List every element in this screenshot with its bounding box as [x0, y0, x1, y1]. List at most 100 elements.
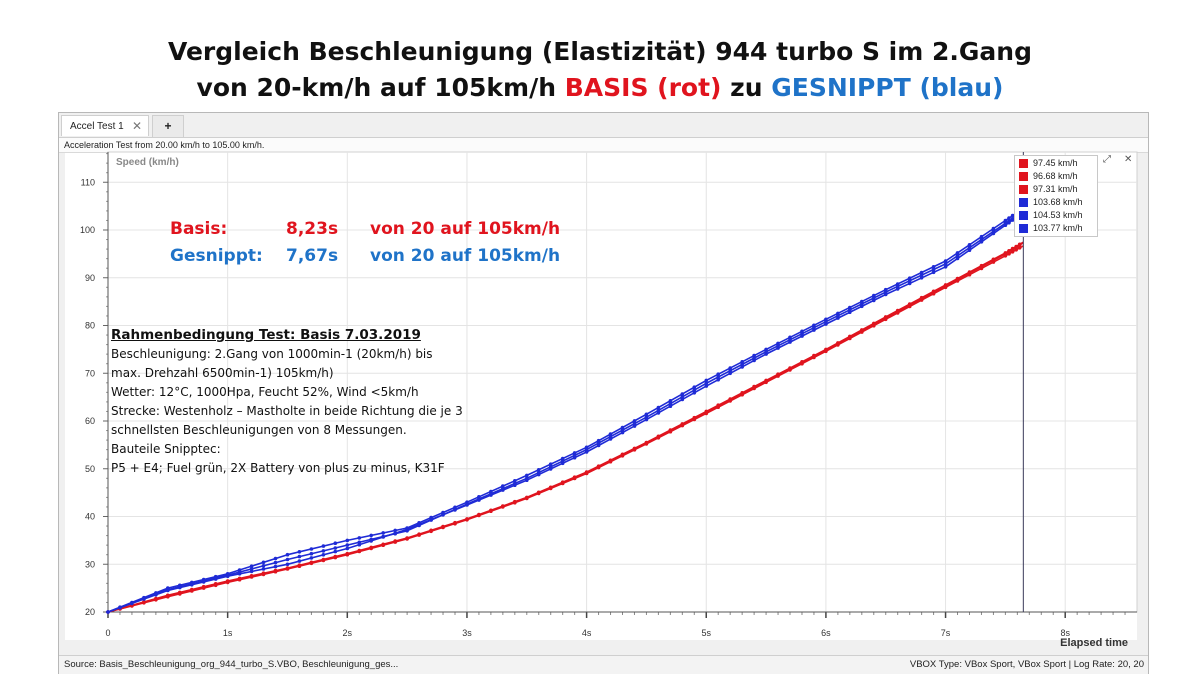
basis-label: Basis:: [170, 219, 228, 239]
legend-label: 97.45 km/h: [1033, 158, 1078, 168]
series-point: [166, 587, 170, 592]
condition-line: P5 + E4; Fuel grün, 2X Battery von plus …: [111, 461, 445, 475]
gesnippt-range: von 20 auf 105km/h: [370, 246, 561, 266]
tab-accel-test-1[interactable]: Accel Test 1 ✕: [61, 115, 149, 136]
series-point: [907, 281, 912, 286]
series-point: [130, 601, 134, 605]
series-point: [656, 408, 661, 413]
series-point: [824, 348, 828, 353]
series-point: [895, 284, 900, 289]
legend-item[interactable]: 96.68 km/h: [1015, 170, 1097, 183]
legend-item[interactable]: 104.53 km/h: [1015, 209, 1097, 222]
close-icon[interactable]: ✕: [131, 119, 142, 133]
legend-item[interactable]: 97.45 km/h: [1015, 157, 1097, 170]
series-point: [716, 377, 720, 382]
series-point: [285, 566, 290, 571]
series-point: [692, 385, 697, 390]
x-tick-label: 2s: [343, 628, 353, 638]
series-point: [285, 552, 290, 557]
x-axis-label: Elapsed time: [1060, 637, 1128, 649]
series-point: [704, 378, 709, 383]
series-point: [525, 476, 529, 481]
series-point: [560, 459, 565, 463]
series-point: [704, 381, 709, 386]
series-point: [584, 447, 589, 452]
series-point: [525, 473, 529, 478]
x-tick-label: 3s: [462, 628, 472, 638]
series-point: [991, 258, 996, 263]
series-point: [716, 372, 720, 377]
series-point: [704, 384, 709, 388]
series-point: [883, 290, 888, 294]
series-point: [321, 558, 326, 562]
series-point: [536, 491, 541, 495]
test-conditions: Rahmenbedingung Test: Basis 7.03.2019 Be…: [111, 326, 463, 478]
y-tick-label: 110: [81, 177, 95, 187]
series-point: [716, 375, 720, 379]
tab-bar: Accel Test 1 ✕ +: [59, 113, 1148, 138]
title-middle: zu: [721, 73, 772, 102]
series-point: [309, 547, 314, 551]
series-point: [740, 362, 744, 367]
series-point: [417, 521, 421, 525]
series-point: [919, 273, 924, 278]
series-point: [106, 610, 110, 614]
series-point: [752, 353, 756, 358]
series-point: [860, 329, 864, 333]
condition-line: Beschleunigung: 2.Gang von 1000min-1 (20…: [111, 347, 433, 361]
legend-item[interactable]: 103.68 km/h: [1015, 196, 1097, 209]
series-point: [680, 422, 685, 427]
series-group: [106, 242, 1024, 614]
series-point: [979, 234, 984, 239]
series-point: [178, 591, 182, 595]
series-point: [357, 540, 362, 545]
series-point: [321, 544, 326, 548]
series-point: [919, 296, 924, 301]
series-point: [178, 584, 182, 589]
series-point: [1010, 247, 1015, 252]
x-tick-label: 8s: [1060, 628, 1070, 638]
series-point: [417, 523, 421, 528]
series-point: [668, 428, 673, 433]
series-point: [656, 405, 661, 410]
series-point: [704, 410, 709, 415]
series-point: [536, 470, 541, 475]
series-point: [453, 521, 457, 525]
series-point: [261, 560, 266, 565]
series-point: [1003, 221, 1008, 226]
series-point: [931, 267, 936, 272]
series-point: [513, 500, 517, 505]
expand-icon[interactable]: ⤢: [1103, 154, 1111, 165]
series-point: [931, 270, 936, 275]
legend-item[interactable]: 97.31 km/h: [1015, 183, 1097, 196]
series-point: [560, 456, 565, 461]
series-point: [369, 533, 374, 538]
series-point: [931, 265, 936, 269]
series-point: [525, 496, 529, 500]
add-tab-button[interactable]: +: [152, 115, 184, 137]
series-point: [333, 555, 338, 559]
series-point: [680, 395, 685, 399]
series-point: [572, 451, 577, 455]
series-point: [345, 543, 350, 547]
series-point: [836, 342, 840, 346]
series-point: [668, 404, 673, 409]
series-point: [1003, 218, 1008, 223]
chart-legend[interactable]: 97.45 km/h 96.68 km/h 97.31 km/h 103.68 …: [1014, 155, 1098, 237]
legend-label: 103.68 km/h: [1033, 197, 1083, 207]
series-point: [273, 564, 278, 569]
series-point: [249, 569, 254, 574]
condition-line: max. Drehzahl 6500min-1) 105km/h): [111, 366, 334, 380]
series-point: [190, 588, 194, 592]
series-point: [872, 322, 876, 327]
series-point: [608, 458, 613, 463]
series-point: [429, 529, 433, 533]
series-point: [249, 564, 254, 568]
series-point: [513, 479, 517, 483]
close-icon[interactable]: ✕: [1124, 154, 1133, 165]
series-point: [800, 360, 804, 365]
series-point: [632, 421, 637, 426]
legend-item[interactable]: 103.77 km/h: [1015, 222, 1097, 235]
y-tick-label: 80: [85, 321, 95, 331]
